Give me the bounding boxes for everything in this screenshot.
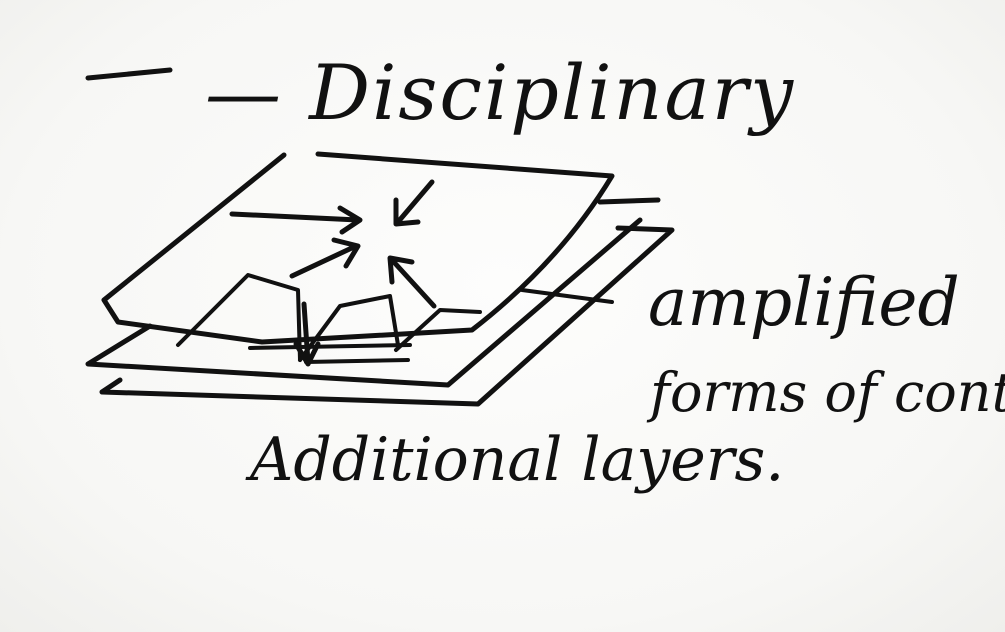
fold-3 xyxy=(394,308,482,352)
crease-right xyxy=(520,288,614,304)
fold-line xyxy=(248,343,412,364)
bottom-label: Additional layers. xyxy=(250,425,785,495)
arrow-bottom xyxy=(387,255,437,309)
fold-2 xyxy=(298,294,400,362)
arrow-left xyxy=(229,205,363,235)
arrow-mid-left xyxy=(289,237,361,279)
top-layer xyxy=(101,151,615,345)
arrow-down xyxy=(293,301,321,367)
side-note-line-1: amplified xyxy=(648,264,960,341)
diagram-title: — Disciplinary xyxy=(205,48,796,137)
title-dash xyxy=(85,67,173,81)
bottom-layer xyxy=(99,225,675,407)
side-note-line-2: forms of control. xyxy=(650,361,1005,424)
middle-layer xyxy=(85,197,661,388)
arrow-top xyxy=(393,179,435,227)
fold-1 xyxy=(176,273,302,362)
